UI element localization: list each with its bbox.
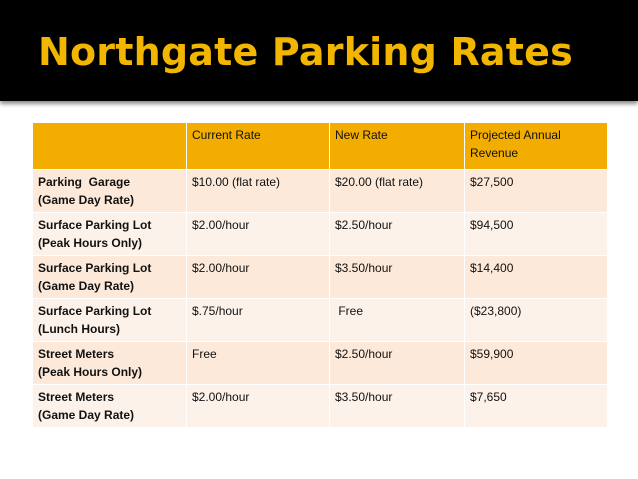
current-rate-cell: $2.00/hour (186, 212, 330, 256)
table-row: Surface Parking Lot (Peak Hours Only) $2.… (32, 212, 608, 256)
row-label: Street Meters (Game Day Rate) (32, 384, 187, 428)
slide-title: Northgate Parking Rates (38, 30, 573, 74)
row-label-line2: (Game Day Rate) (38, 279, 135, 293)
row-label-line2: (Peak Hours Only) (38, 236, 143, 250)
header-current-rate: Current Rate (186, 122, 330, 170)
row-label-line1: Parking Garage (38, 175, 131, 189)
new-rate-cell: $20.00 (flat rate) (329, 169, 465, 213)
revenue-cell: ($23,800) (464, 298, 608, 342)
header-blank (32, 122, 187, 170)
revenue-cell: $14,400 (464, 255, 608, 299)
row-label-line1: Surface Parking Lot (38, 261, 152, 275)
current-rate-cell: $10.00 (flat rate) (186, 169, 330, 213)
table-row: Street Meters (Game Day Rate) $2.00/hour … (32, 384, 608, 428)
revenue-cell: $7,650 (464, 384, 608, 428)
new-rate-cell: Free (329, 298, 465, 342)
new-rate-cell: $3.50/hour (329, 255, 465, 299)
row-label-line2: (Game Day Rate) (38, 408, 135, 422)
header-projected-revenue: Projected Annual Revenue (464, 122, 608, 170)
revenue-cell: $27,500 (464, 169, 608, 213)
current-rate-cell: Free (186, 341, 330, 385)
new-rate-cell: $2.50/hour (329, 341, 465, 385)
row-label: Surface Parking Lot (Game Day Rate) (32, 255, 187, 299)
row-label-line1: Surface Parking Lot (38, 304, 152, 318)
title-bar: Northgate Parking Rates (0, 0, 638, 101)
revenue-cell: $94,500 (464, 212, 608, 256)
row-label: Parking Garage (Game Day Rate) (32, 169, 187, 213)
row-label-line1: Street Meters (38, 390, 115, 404)
header-new-rate: New Rate (329, 122, 465, 170)
row-label-line2: (Peak Hours Only) (38, 365, 143, 379)
row-label: Surface Parking Lot (Peak Hours Only) (32, 212, 187, 256)
parking-rates-table: Current Rate New Rate Projected Annual R… (32, 122, 608, 428)
row-label-line1: Street Meters (38, 347, 115, 361)
table-header-row: Current Rate New Rate Projected Annual R… (32, 122, 608, 170)
row-label-line2: (Game Day Rate) (38, 193, 135, 207)
row-label: Surface Parking Lot (Lunch Hours) (32, 298, 187, 342)
new-rate-cell: $3.50/hour (329, 384, 465, 428)
new-rate-cell: $2.50/hour (329, 212, 465, 256)
current-rate-cell: $.75/hour (186, 298, 330, 342)
row-label: Street Meters (Peak Hours Only) (32, 341, 187, 385)
row-label-line1: Surface Parking Lot (38, 218, 152, 232)
current-rate-cell: $2.00/hour (186, 255, 330, 299)
table-row: Street Meters (Peak Hours Only) Free $2.5… (32, 341, 608, 385)
current-rate-cell: $2.00/hour (186, 384, 330, 428)
table-row: Surface Parking Lot (Game Day Rate) $2.00… (32, 255, 608, 299)
table-row: Parking Garage (Game Day Rate) $10.00 (fl… (32, 169, 608, 213)
revenue-cell: $59,900 (464, 341, 608, 385)
row-label-line2: (Lunch Hours) (38, 322, 120, 336)
table-row: Surface Parking Lot (Lunch Hours) $.75/ho… (32, 298, 608, 342)
